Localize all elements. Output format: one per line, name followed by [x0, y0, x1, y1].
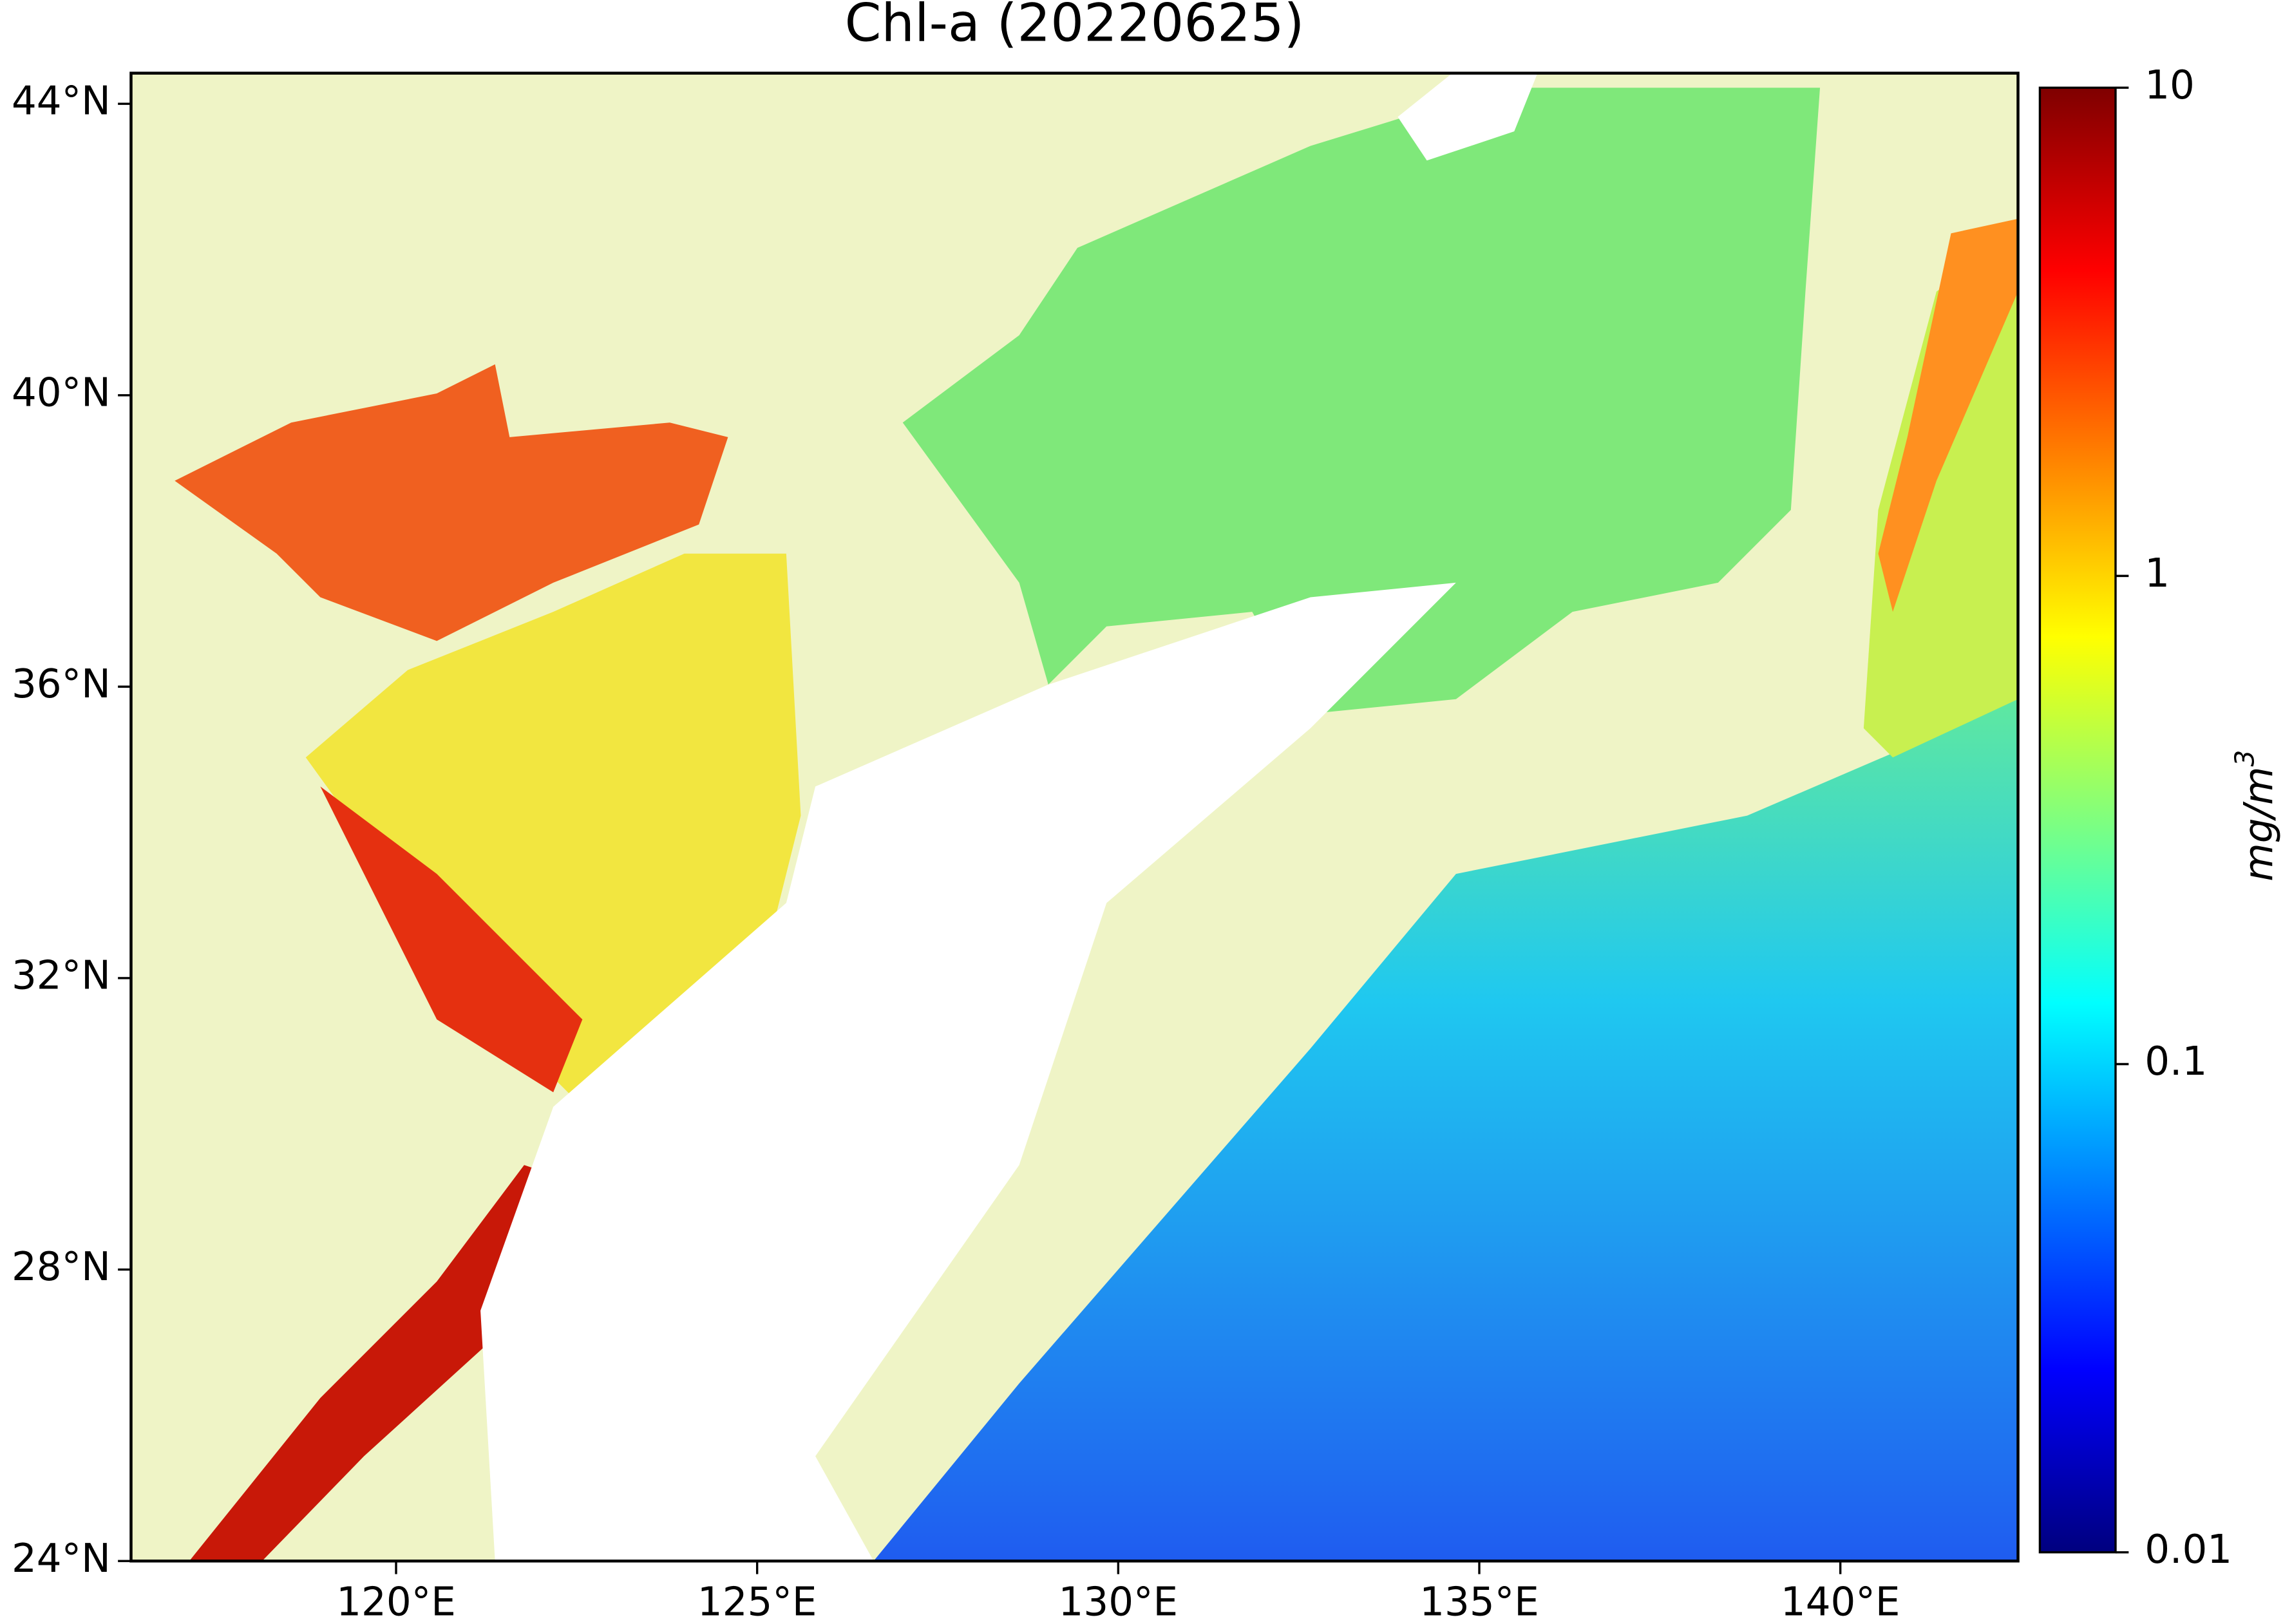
yellow-sea	[305, 553, 801, 1107]
colorbar-unit-superscript: 3	[2229, 750, 2260, 767]
y-tick-label: 28°N	[12, 1244, 111, 1290]
x-tick-label: 125°E	[697, 1580, 817, 1624]
y-tick-label: 44°N	[12, 79, 111, 124]
coastal-bloom	[1878, 218, 2018, 612]
colorbar-unit: mg/m	[2236, 766, 2282, 881]
map-image	[131, 73, 2018, 1562]
y-tick-label: 36°N	[12, 661, 111, 707]
cloud	[1397, 73, 1538, 161]
chart-title: Chl-a (20220625)	[845, 0, 1305, 54]
x-tick-label: 140°E	[1781, 1580, 1900, 1624]
colorbar-label: mg/m3	[2229, 750, 2281, 882]
y-tick-label: 24°N	[12, 1536, 111, 1582]
sea-of-japan	[902, 88, 1821, 714]
colorbar-tick-label: 10	[2145, 62, 2195, 108]
x-tick-label: 130°E	[1059, 1580, 1179, 1624]
colorbar-tick-label: 0.01	[2145, 1527, 2232, 1572]
plot-frame	[129, 71, 2020, 1563]
x-tick-label: 120°E	[336, 1580, 456, 1624]
colorbar	[2038, 86, 2117, 1554]
pacific	[873, 699, 2018, 1562]
colorbar-tick-label: 0.1	[2145, 1039, 2207, 1084]
y-tick-label: 40°N	[12, 370, 111, 415]
bohai	[175, 364, 728, 641]
cloud	[480, 582, 1456, 1562]
y-tick-label: 32°N	[12, 953, 111, 999]
coastal-bloom	[320, 786, 583, 1093]
colorbar-tick-label: 1	[2145, 551, 2170, 596]
x-tick-label: 135°E	[1419, 1580, 1539, 1624]
